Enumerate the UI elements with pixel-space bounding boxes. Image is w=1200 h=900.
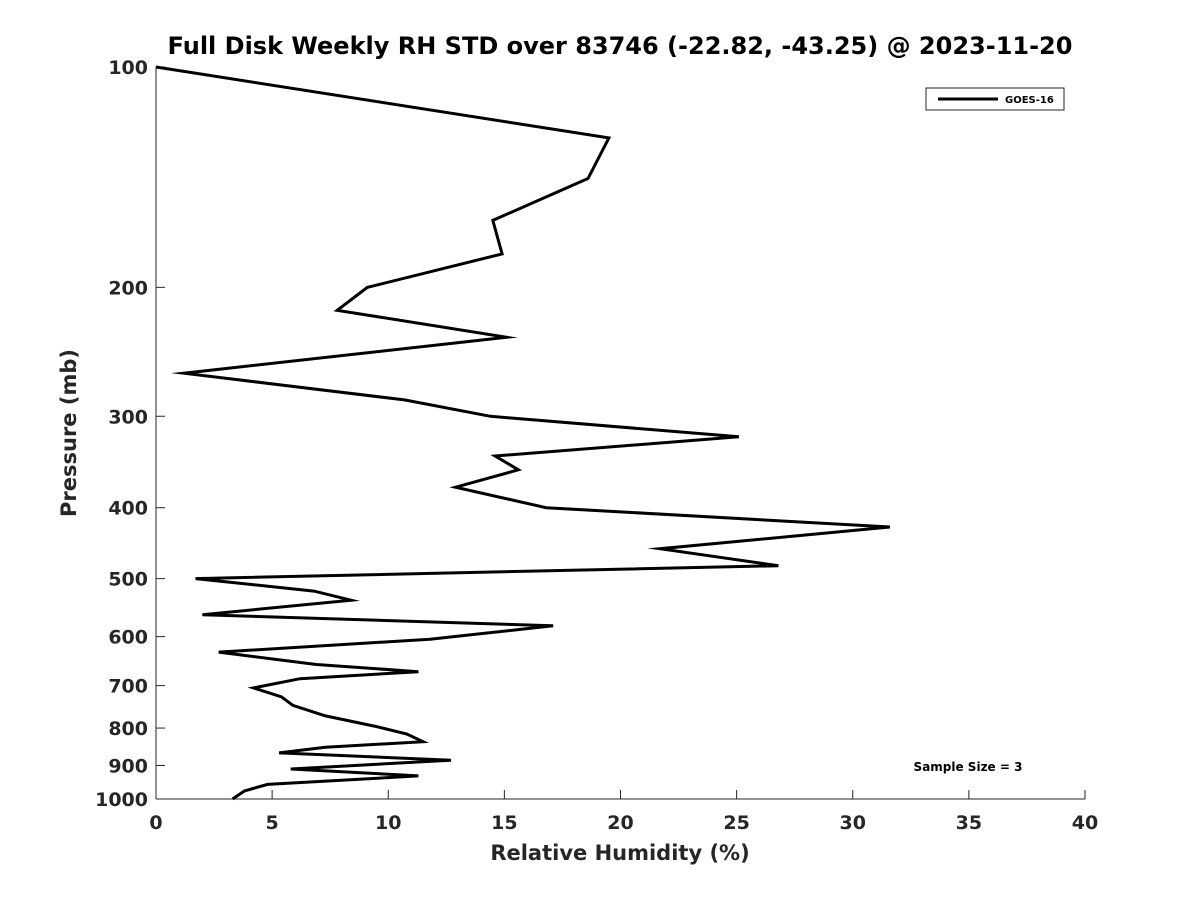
x-tick-label: 35: [956, 812, 982, 834]
series-layer: [155, 65, 891, 801]
chart-title: Full Disk Weekly RH STD over 83746 (-22.…: [168, 32, 1073, 60]
x-axis-label: Relative Humidity (%): [490, 841, 749, 865]
y-tick-label: 1000: [95, 789, 148, 811]
y-tick-label: 700: [108, 676, 148, 698]
plot-axes: 0 5 10 15 20 25 30 35 40 100 200 300 400 500 600 700 800…: [95, 57, 1098, 834]
x-tick-label: 20: [607, 812, 633, 834]
y-axis-label: Pressure (mb): [57, 349, 81, 517]
x-tick-label: 0: [149, 812, 162, 834]
y-tick-label: 500: [108, 569, 148, 591]
y-tick-label: 600: [108, 627, 148, 649]
y-tick-label: 900: [108, 756, 148, 778]
y-tick-label: 300: [108, 406, 148, 428]
y-tick-label: 800: [108, 718, 148, 740]
x-tick-label: 30: [840, 812, 866, 834]
x-tick-label: 15: [491, 812, 517, 834]
y-tick-label: 200: [108, 277, 148, 299]
x-tick-label: 5: [266, 812, 279, 834]
y-tick-label: 100: [108, 57, 148, 79]
legend: GOES-16: [925, 87, 1065, 111]
y-tick-label: 400: [108, 498, 148, 520]
sample-size-annotation: Sample Size = 3: [914, 760, 1023, 774]
legend-label: GOES-16: [1005, 95, 1054, 106]
x-tick-label: 40: [1072, 812, 1098, 834]
x-tick-label: 25: [723, 812, 749, 834]
x-tick-label: 10: [375, 812, 401, 834]
series-line-goes-16: [155, 65, 891, 801]
